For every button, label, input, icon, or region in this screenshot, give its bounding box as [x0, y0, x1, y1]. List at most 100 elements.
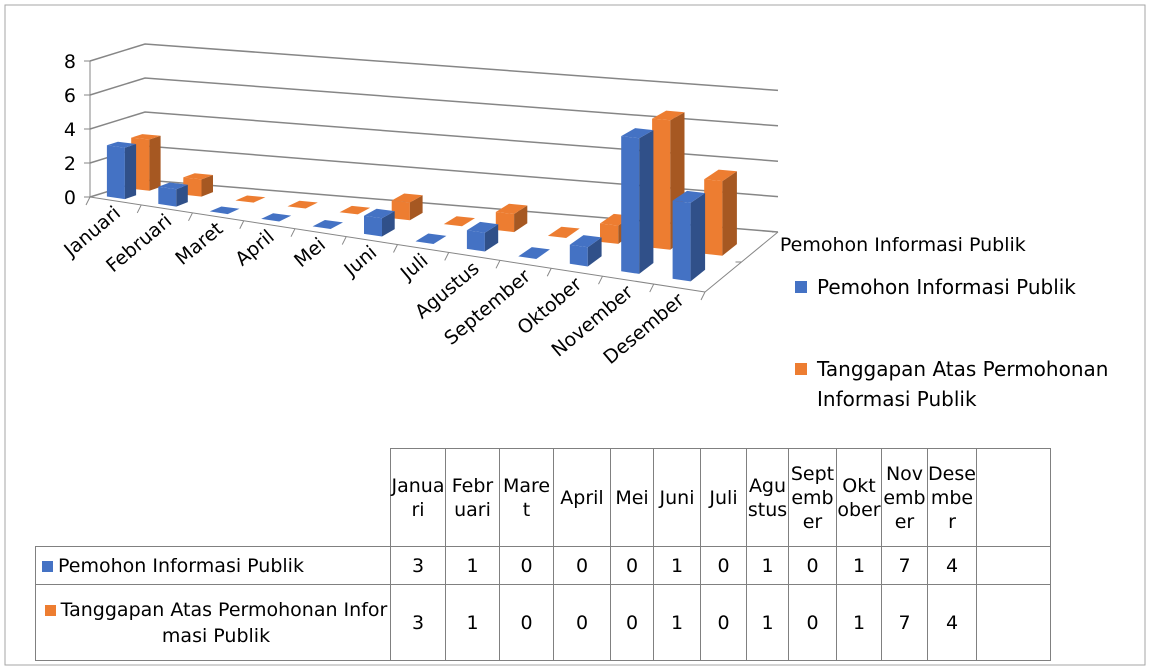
bar-top	[672, 190, 706, 203]
x-tick	[649, 283, 655, 293]
bar-side	[484, 224, 499, 252]
bar-front	[466, 230, 485, 252]
bar	[518, 247, 550, 259]
x-tick-label: Maret	[171, 218, 227, 270]
value-cell: 0	[610, 546, 654, 585]
value-cell: 1	[445, 584, 500, 661]
y-tick-label: 0	[64, 187, 76, 209]
legend-item: Pemohon Informasi Publik	[795, 272, 1125, 302]
y-tick-label: 2	[64, 153, 76, 175]
bar-front	[183, 177, 202, 197]
grid-line	[89, 43, 779, 92]
legend-swatch	[795, 363, 807, 375]
grid-line	[89, 111, 779, 162]
x-tick	[341, 236, 347, 245]
bar	[183, 173, 213, 197]
bar-front	[495, 212, 515, 233]
value-cell: 0	[499, 584, 554, 661]
value-cell: 4	[927, 546, 977, 585]
chart-border	[4, 4, 1146, 666]
legend: Pemohon Informasi Publik Tanggapan Atas P…	[795, 272, 1125, 414]
value-cell: 1	[836, 584, 882, 661]
bar	[704, 169, 737, 256]
header-cell: Desember	[927, 448, 977, 547]
bar-side	[587, 237, 602, 267]
bar-side	[201, 175, 213, 197]
y-tick-label: 4	[64, 119, 76, 141]
bar	[672, 190, 706, 282]
x-tick	[700, 291, 706, 301]
bar-top	[339, 205, 371, 215]
row-label: Tanggapan Atas Permohonan Informasi Publ…	[60, 598, 388, 647]
bar	[209, 206, 240, 215]
row-label: Pemohon Informasi Publik	[58, 554, 304, 577]
header-cell: November	[881, 448, 928, 547]
bar-side	[149, 135, 161, 191]
value-cell: 1	[746, 584, 789, 661]
bar-top	[106, 141, 137, 148]
bar	[466, 221, 499, 252]
value-cell: 7	[881, 584, 928, 661]
empty-cell	[976, 546, 1051, 585]
header-cell: Juli	[700, 448, 747, 547]
x-tick-label: Juni	[339, 242, 381, 282]
bar-side	[639, 130, 654, 274]
x-tick-label: April	[231, 226, 278, 271]
x-tick-label: Juli	[396, 249, 433, 285]
y-tick-label: 6	[64, 85, 76, 107]
x-tick	[239, 220, 245, 229]
bar-side	[382, 211, 395, 237]
bar-top	[621, 128, 654, 139]
value-cell: 1	[445, 546, 500, 585]
header-cell: Januari	[390, 448, 446, 547]
bar-front	[672, 200, 691, 282]
bar-top	[312, 220, 343, 229]
depth-axis-label: Pemohon Informasi Publik	[780, 234, 1026, 256]
value-cell: 3	[390, 584, 446, 661]
header-cell: April	[553, 448, 611, 547]
row-name: Pemohon Informasi Publik	[35, 546, 391, 585]
bar-side	[514, 205, 528, 233]
header-cell: September	[788, 448, 837, 547]
data-table: Januari Februari Maret April Mei Juni Juli Agus…	[35, 448, 1051, 661]
bar-top	[183, 173, 213, 180]
grid-line	[89, 77, 779, 127]
bar	[569, 235, 602, 267]
header-cell: Juni	[653, 448, 701, 547]
x-tick	[598, 275, 603, 285]
bar-top	[391, 193, 423, 203]
value-cell: 0	[610, 584, 654, 661]
x-tick	[495, 260, 501, 269]
value-cell: 3	[390, 546, 446, 585]
value-cell: 1	[836, 546, 882, 585]
bar-side	[722, 171, 737, 256]
bar-top	[704, 169, 737, 182]
bar-top	[652, 110, 685, 121]
bar-top	[547, 226, 580, 238]
bar	[106, 141, 137, 200]
bar-side	[176, 184, 188, 207]
x-tick	[290, 228, 296, 237]
x-tick-label: Mei	[290, 234, 330, 272]
bar	[235, 195, 266, 203]
bar	[391, 193, 423, 221]
empty-cell	[976, 584, 1051, 661]
value-cell: 0	[553, 546, 611, 585]
legend-label: Tanggapan Atas Permohonan Informasi Publ…	[817, 357, 1109, 411]
bar	[312, 220, 343, 229]
bar-top	[443, 216, 475, 227]
bar-top	[415, 233, 447, 244]
bar-side	[690, 193, 706, 282]
legend-item: Tanggapan Atas Permohonan Informasi Publ…	[795, 354, 1125, 414]
bar-top	[235, 195, 266, 203]
bar	[287, 200, 318, 209]
bar-side	[409, 195, 423, 221]
bar	[443, 216, 475, 227]
x-tick	[546, 268, 552, 277]
bar-front	[652, 118, 671, 250]
value-cell: 0	[788, 584, 837, 661]
table-header: Januari Februari Maret April Mei Juni Juli Agus…	[36, 448, 1051, 547]
x-tick	[85, 196, 91, 206]
